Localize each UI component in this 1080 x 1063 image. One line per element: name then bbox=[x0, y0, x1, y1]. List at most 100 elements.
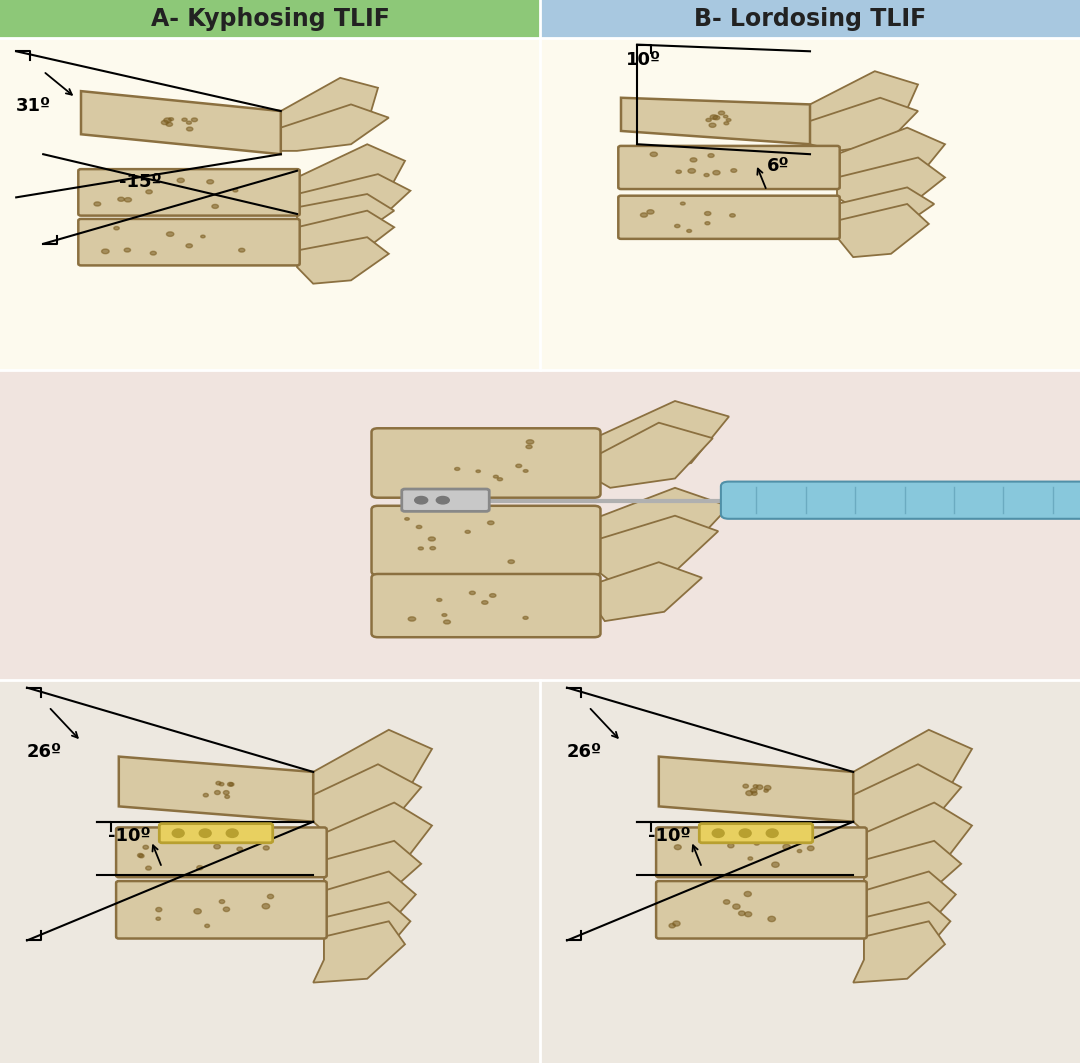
Text: -15º: -15º bbox=[119, 173, 161, 191]
Circle shape bbox=[808, 846, 814, 850]
Circle shape bbox=[739, 911, 745, 915]
Circle shape bbox=[674, 845, 681, 849]
Circle shape bbox=[181, 118, 187, 121]
Polygon shape bbox=[313, 764, 421, 841]
Polygon shape bbox=[297, 210, 394, 267]
Circle shape bbox=[239, 249, 245, 252]
FancyBboxPatch shape bbox=[618, 146, 840, 189]
Circle shape bbox=[187, 121, 191, 124]
Circle shape bbox=[94, 202, 100, 206]
Circle shape bbox=[470, 591, 475, 594]
Polygon shape bbox=[81, 91, 281, 154]
Circle shape bbox=[647, 209, 654, 214]
Text: A- Kyphosing TLIF: A- Kyphosing TLIF bbox=[150, 7, 390, 31]
Circle shape bbox=[201, 235, 205, 238]
Circle shape bbox=[675, 224, 680, 227]
Circle shape bbox=[732, 904, 740, 909]
Circle shape bbox=[436, 598, 442, 602]
Circle shape bbox=[516, 465, 522, 468]
Circle shape bbox=[137, 854, 143, 857]
Circle shape bbox=[476, 470, 481, 473]
Circle shape bbox=[156, 917, 161, 921]
Polygon shape bbox=[297, 145, 405, 207]
Polygon shape bbox=[297, 237, 389, 284]
Circle shape bbox=[497, 477, 502, 480]
Circle shape bbox=[465, 530, 470, 534]
Circle shape bbox=[754, 841, 759, 845]
Circle shape bbox=[767, 829, 779, 838]
Circle shape bbox=[442, 613, 447, 617]
Circle shape bbox=[704, 212, 711, 216]
Circle shape bbox=[673, 921, 680, 926]
Circle shape bbox=[219, 899, 225, 904]
Circle shape bbox=[482, 601, 488, 604]
Polygon shape bbox=[853, 730, 972, 814]
FancyBboxPatch shape bbox=[160, 824, 273, 843]
Circle shape bbox=[146, 866, 151, 871]
Circle shape bbox=[177, 179, 185, 183]
Circle shape bbox=[704, 173, 710, 176]
Circle shape bbox=[118, 198, 124, 201]
Polygon shape bbox=[594, 488, 729, 562]
Circle shape bbox=[526, 445, 532, 449]
Circle shape bbox=[408, 617, 416, 621]
FancyBboxPatch shape bbox=[372, 428, 600, 497]
Circle shape bbox=[743, 784, 748, 788]
Circle shape bbox=[724, 122, 729, 124]
Polygon shape bbox=[837, 187, 934, 240]
Polygon shape bbox=[837, 157, 945, 214]
Circle shape bbox=[186, 243, 192, 248]
FancyBboxPatch shape bbox=[700, 824, 813, 843]
Circle shape bbox=[156, 908, 162, 912]
Circle shape bbox=[724, 899, 730, 905]
Circle shape bbox=[405, 518, 409, 520]
Circle shape bbox=[166, 232, 174, 236]
Circle shape bbox=[768, 916, 775, 922]
Polygon shape bbox=[864, 803, 972, 883]
Circle shape bbox=[237, 847, 243, 851]
Polygon shape bbox=[864, 841, 961, 910]
Circle shape bbox=[752, 792, 757, 795]
Circle shape bbox=[713, 170, 720, 175]
Circle shape bbox=[724, 115, 728, 118]
Circle shape bbox=[688, 169, 696, 173]
Polygon shape bbox=[853, 922, 945, 982]
Circle shape bbox=[139, 854, 144, 858]
Circle shape bbox=[264, 846, 269, 850]
Polygon shape bbox=[810, 71, 918, 137]
Circle shape bbox=[233, 189, 238, 192]
Circle shape bbox=[772, 862, 779, 867]
FancyBboxPatch shape bbox=[117, 881, 327, 939]
Circle shape bbox=[455, 468, 460, 471]
Circle shape bbox=[268, 894, 273, 898]
Polygon shape bbox=[324, 803, 432, 883]
Circle shape bbox=[225, 795, 230, 798]
Circle shape bbox=[436, 496, 449, 504]
Circle shape bbox=[753, 784, 758, 788]
Circle shape bbox=[206, 180, 214, 184]
FancyBboxPatch shape bbox=[78, 219, 300, 266]
Circle shape bbox=[746, 791, 753, 795]
Circle shape bbox=[227, 829, 238, 838]
Text: 26º: 26º bbox=[27, 743, 63, 761]
Text: -10º: -10º bbox=[648, 827, 690, 845]
Circle shape bbox=[224, 907, 230, 912]
Polygon shape bbox=[594, 423, 713, 488]
Polygon shape bbox=[853, 764, 961, 841]
Circle shape bbox=[745, 912, 752, 916]
Circle shape bbox=[415, 496, 428, 504]
Text: 10º: 10º bbox=[626, 51, 662, 68]
Circle shape bbox=[524, 470, 528, 472]
Circle shape bbox=[168, 118, 174, 121]
Polygon shape bbox=[119, 757, 313, 822]
Circle shape bbox=[797, 849, 801, 853]
Circle shape bbox=[166, 122, 173, 126]
Circle shape bbox=[429, 537, 435, 541]
FancyBboxPatch shape bbox=[721, 482, 1080, 519]
FancyBboxPatch shape bbox=[372, 506, 600, 575]
Circle shape bbox=[710, 123, 716, 128]
Polygon shape bbox=[313, 922, 405, 982]
FancyBboxPatch shape bbox=[618, 196, 840, 239]
Circle shape bbox=[526, 440, 534, 444]
Circle shape bbox=[748, 857, 753, 860]
